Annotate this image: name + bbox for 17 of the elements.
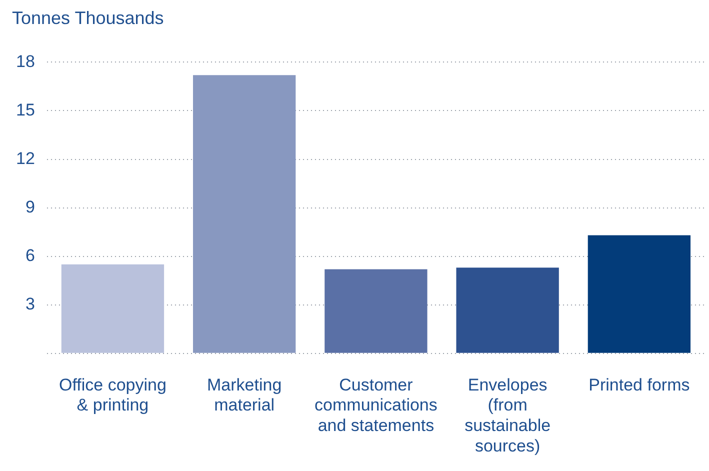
bar [193,75,296,353]
y-tick-label: 6 [25,246,35,266]
x-tick-label: Office copying & printing [59,375,166,415]
y-tick-label: 18 [16,52,35,71]
x-tick-label: Printed forms [588,375,690,394]
bar [61,264,164,353]
bar [324,269,428,353]
x-tick-label: Marketing material [207,375,282,415]
y-axis-title: Tonnes Thousands [12,8,164,29]
bar [456,268,559,353]
bar [588,235,691,353]
x-tick-label: Customer communications and statements [314,375,438,436]
y-tick-label: 3 [25,294,35,314]
y-tick-label: 15 [16,100,35,120]
y-tick-label: 12 [16,148,35,168]
x-tick-label: Envelopes (from sustainable sources) [464,375,551,456]
y-tick-label: 9 [25,197,35,216]
